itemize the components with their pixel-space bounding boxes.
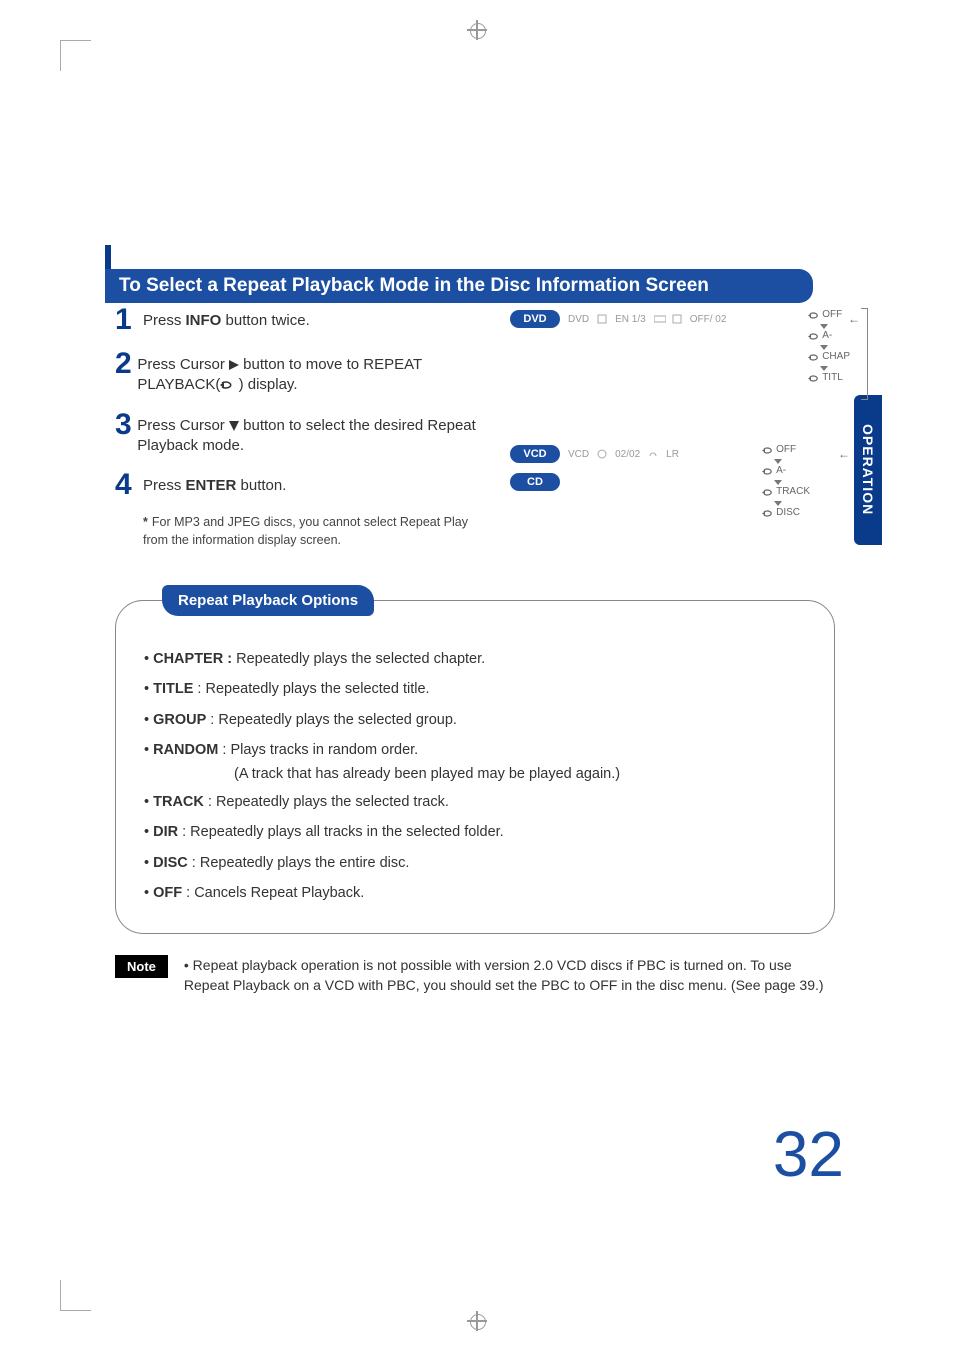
cursor-down-icon <box>229 421 239 431</box>
osd-dvd-panel: DVD DVD EN 1/3 OFF/ 02 ← OFF A- CHAP TIT… <box>510 310 850 425</box>
section-title: To Select a Repeat Playback Mode in the … <box>105 269 813 303</box>
step-number: 4 <box>115 470 143 500</box>
step-body: Press ENTER button. <box>143 470 286 500</box>
option-line: • OFF : Cancels Repeat Playback. <box>144 883 806 903</box>
step-number: 1 <box>115 305 143 335</box>
step-number: 2 <box>115 349 137 396</box>
osd-dvd-modes: ← OFF A- CHAP TITL <box>808 308 850 387</box>
cursor-right-icon <box>229 360 239 370</box>
cd-pill: CD <box>510 473 560 491</box>
osd-vcd-modes: ← OFF A- TRACK DISC <box>762 443 810 522</box>
arrow-left-icon: ← <box>838 446 850 463</box>
side-tab-operation: OPERATION <box>854 395 882 545</box>
registration-mark-bottom <box>467 1311 487 1331</box>
step-1: 1 Press INFO button twice. <box>115 305 495 335</box>
audio-icon <box>597 314 607 324</box>
option-line: • TITLE : Repeatedly plays the selected … <box>144 679 806 699</box>
vcd-pill: VCD <box>510 445 560 463</box>
footnote-text: For MP3 and JPEG discs, you cannot selec… <box>143 515 468 547</box>
step-number: 3 <box>115 410 137 457</box>
repeat-options-box: Repeat Playback Options • CHAPTER : Repe… <box>115 600 835 934</box>
title-accent <box>105 245 111 269</box>
repeat-options-tab: Repeat Playback Options <box>162 585 374 616</box>
arrow-left-icon: ← <box>848 311 860 328</box>
repeat-icon <box>220 379 234 391</box>
step-body: Press INFO button twice. <box>143 305 310 335</box>
step-2: 2 Press Cursor button to move to REPEAT … <box>115 349 495 396</box>
step-body: Press Cursor button to move to REPEAT PL… <box>137 349 495 396</box>
crop-mark-bottom-left <box>60 1280 91 1311</box>
option-line: • CHAPTER : Repeatedly plays the selecte… <box>144 649 806 669</box>
clock-icon <box>597 449 607 459</box>
option-line: • TRACK : Repeatedly plays the selected … <box>144 792 806 812</box>
step-4: 4 Press ENTER button. <box>115 470 495 500</box>
angle-icon <box>672 314 682 324</box>
steps-list: 1 Press INFO button twice. 2 Press Curso… <box>115 305 495 549</box>
option-line: • GROUP : Repeatedly plays the selected … <box>144 710 806 730</box>
page: To Select a Repeat Playback Mode in the … <box>80 60 874 1291</box>
osd-dvd-row: DVD DVD EN 1/3 OFF/ 02 <box>510 310 850 328</box>
registration-mark-top <box>467 20 487 40</box>
osd-vcd-panel: VCD VCD 02/02 LR CD ← OFF A- TRACK DISC <box>510 445 850 565</box>
option-subline: (A track that has already been played ma… <box>234 766 806 782</box>
note-text: • Repeat playback operation is not possi… <box>184 955 835 996</box>
step-body: Press Cursor button to select the desire… <box>137 410 495 457</box>
page-number: 32 <box>773 1117 844 1191</box>
section-title-bar: To Select a Repeat Playback Mode in the … <box>105 245 825 303</box>
step-3: 3 Press Cursor button to select the desi… <box>115 410 495 457</box>
option-line: • DISC : Repeatedly plays the entire dis… <box>144 853 806 873</box>
crop-mark-top-left <box>60 40 91 71</box>
subtitle-icon <box>654 314 664 324</box>
note-row: Note • Repeat playback operation is not … <box>115 955 835 996</box>
step-footnote: *For MP3 and JPEG discs, you cannot sele… <box>143 514 495 549</box>
dvd-pill: DVD <box>510 310 560 328</box>
headphone-icon <box>648 449 658 459</box>
footnote-star: * <box>143 515 148 529</box>
option-line: • RANDOM : Plays tracks in random order. <box>144 740 806 760</box>
note-badge: Note <box>115 955 168 978</box>
option-line: • DIR : Repeatedly plays all tracks in t… <box>144 822 806 842</box>
